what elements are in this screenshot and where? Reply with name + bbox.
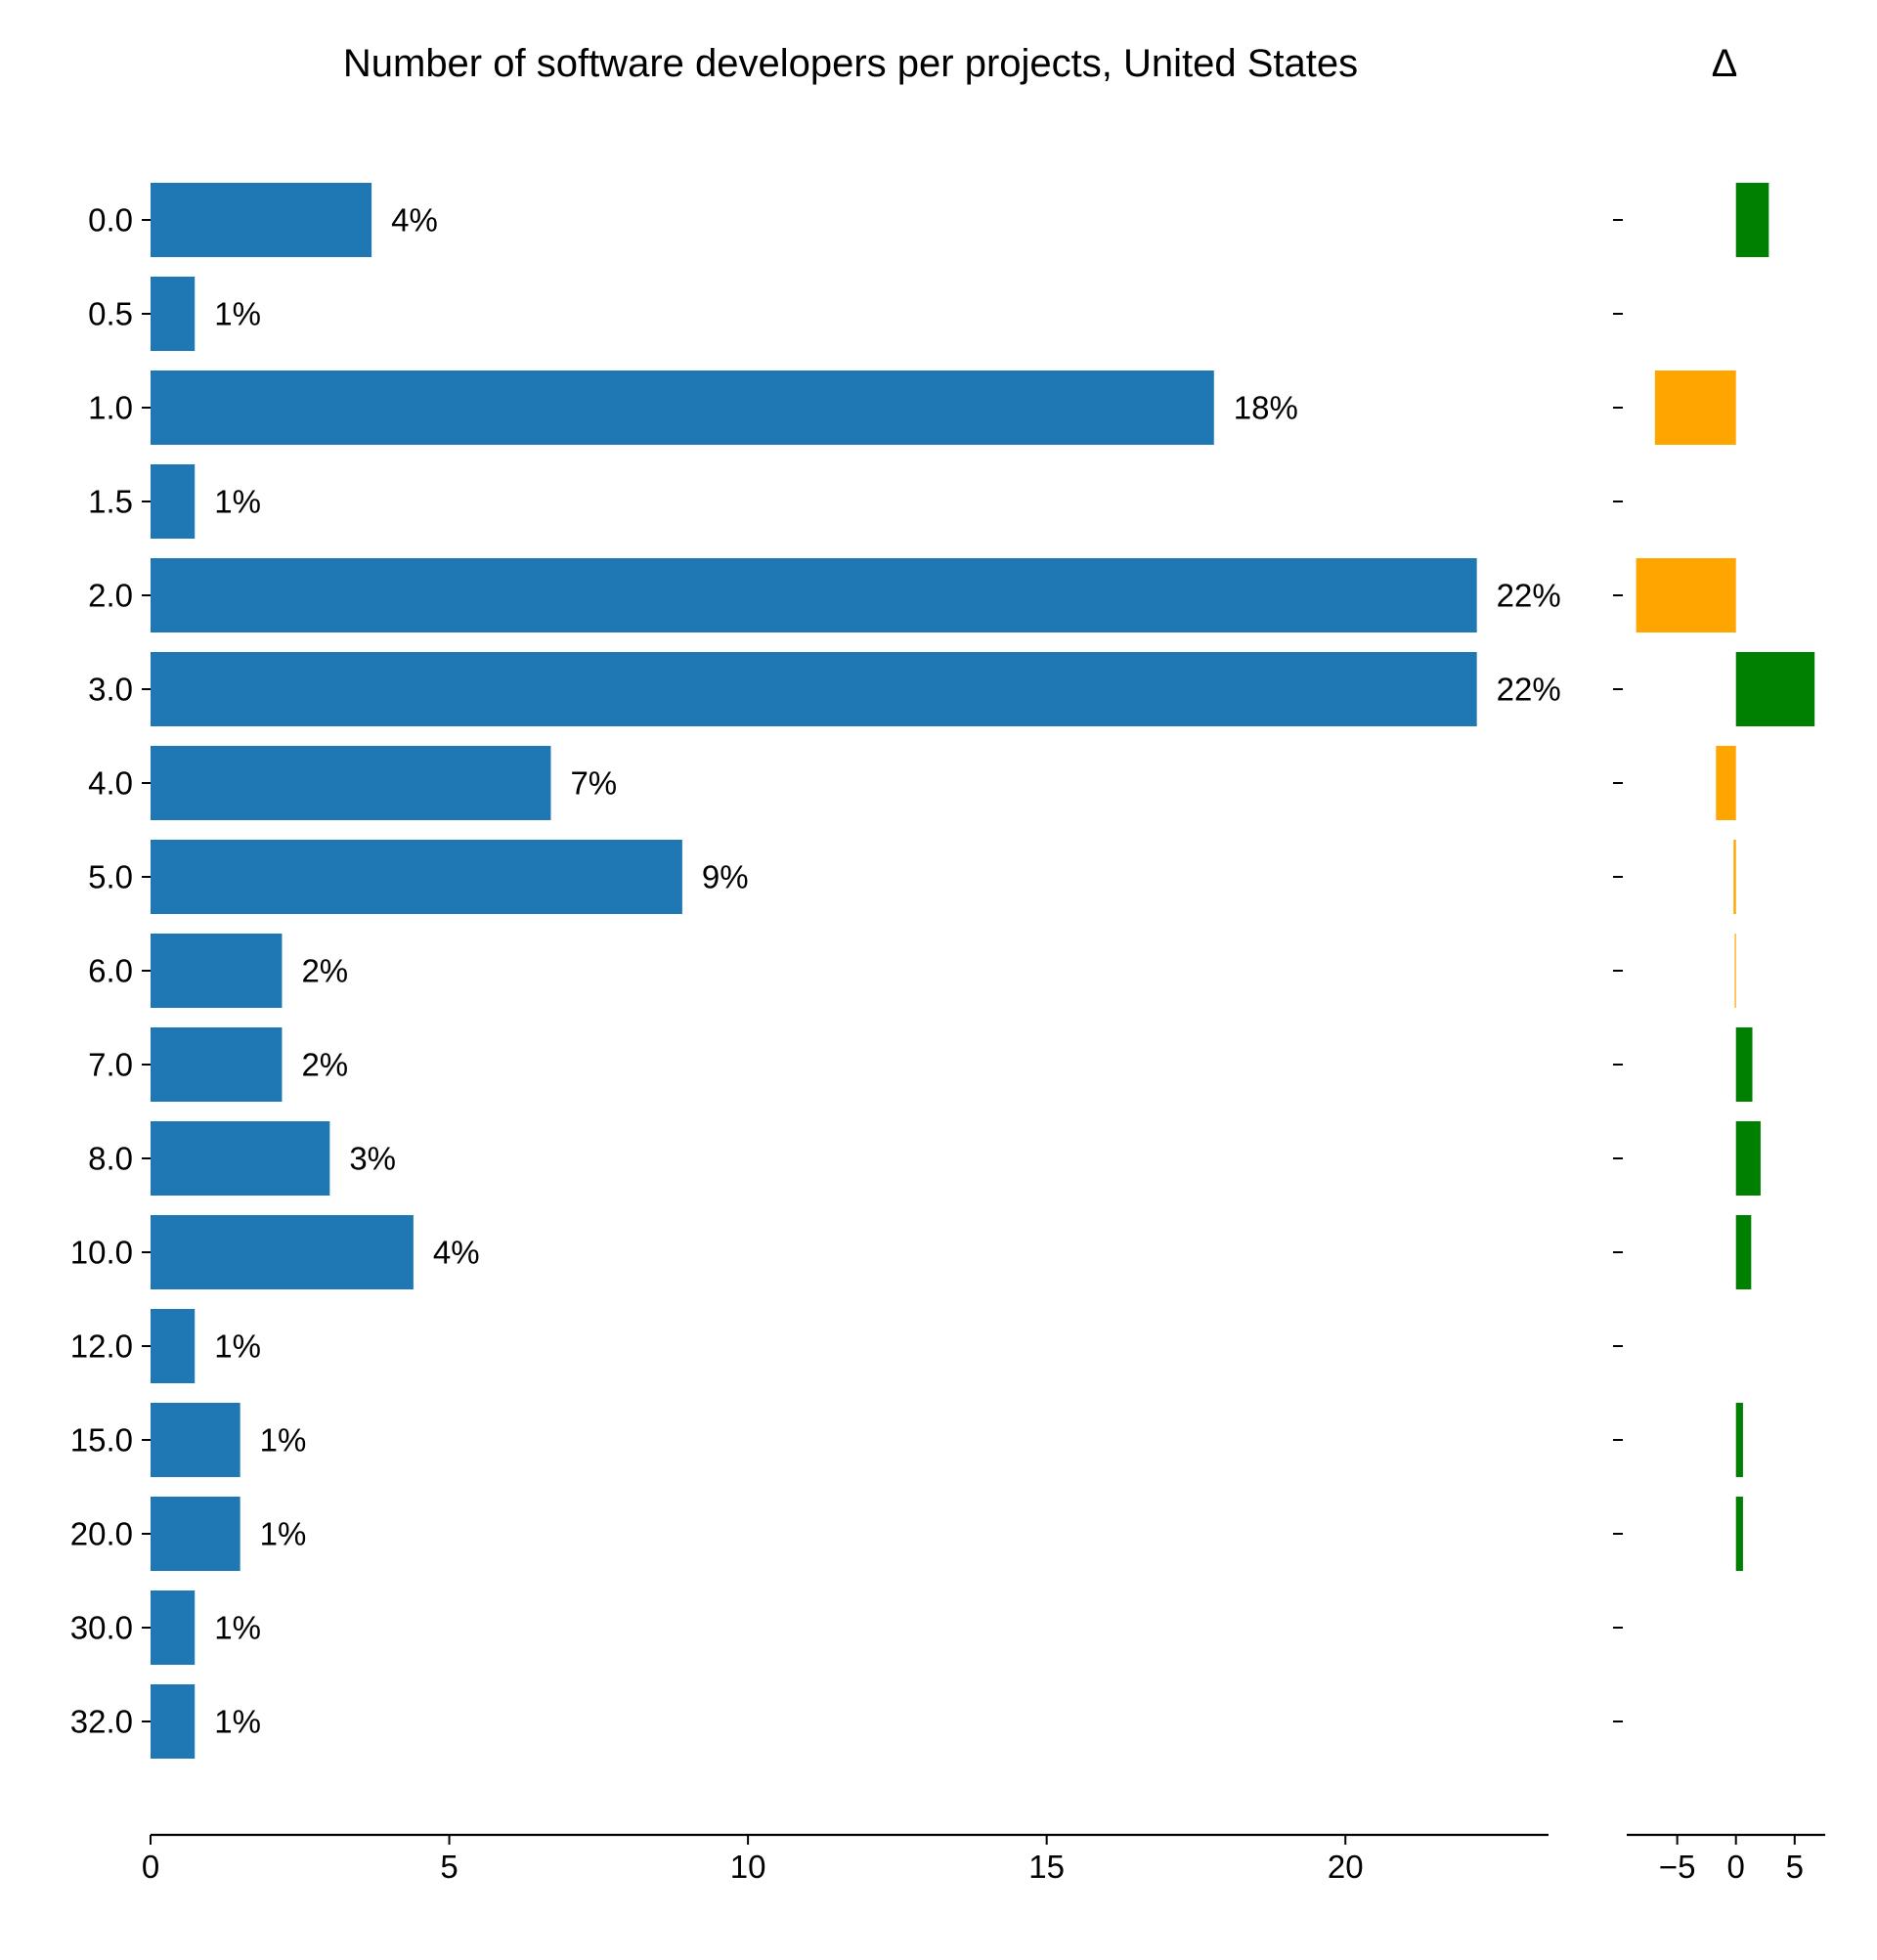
bar-8-0	[151, 1121, 330, 1196]
y-tick-label-20-0: 20.0	[70, 1516, 133, 1552]
delta-y-ticks	[1613, 219, 1623, 1722]
delta-bar-10-0	[1735, 1215, 1752, 1289]
y-tick-label-2-0: 2.0	[88, 578, 133, 614]
y-tick-label-0-5: 0.5	[88, 296, 133, 332]
bar-12-0	[151, 1309, 196, 1383]
main-x-ticks: 0 5 10 15 20	[142, 1835, 1364, 1885]
delta-bar-2-0	[1636, 558, 1736, 632]
y-tick-label-32-0: 32.0	[70, 1704, 133, 1740]
delta-bar-20-0	[1735, 1497, 1743, 1571]
data-label-6-0: 2%	[301, 953, 348, 989]
bar-3-0	[151, 652, 1477, 726]
y-tick-label-30-0: 30.0	[70, 1610, 133, 1646]
delta-bar-7-0	[1735, 1027, 1753, 1102]
y-tick-label-0-0: 0.0	[88, 202, 133, 239]
data-label-30-0: 1%	[214, 1610, 261, 1646]
delta-bar-4-0	[1716, 746, 1736, 820]
delta-bar-6-0	[1734, 934, 1736, 1008]
delta-bar-5-0	[1733, 840, 1736, 914]
delta-x-ticks: −5 0 5	[1659, 1835, 1804, 1885]
delta-x-tick-label-0: 0	[1727, 1849, 1745, 1885]
main-y-tick-labels: 0.0 0.5 1.0 1.5 2.0 3.0 4.0 5.0 6.0 7.0 8.0 10.0 12.…	[70, 202, 151, 1740]
delta-bar-0-0	[1735, 183, 1769, 257]
y-tick-label-1-5: 1.5	[88, 484, 133, 520]
bar-32-0	[151, 1684, 196, 1759]
y-tick-label-15-0: 15.0	[70, 1422, 133, 1459]
bar-1-5	[151, 464, 196, 539]
x-tick-label-15: 15	[1028, 1849, 1065, 1885]
bar-15-0	[151, 1403, 240, 1477]
bar-1-0	[151, 370, 1214, 445]
bar-7-0	[151, 1027, 283, 1102]
main-bars-group	[151, 183, 1477, 1759]
data-label-5-0: 9%	[702, 859, 749, 895]
bar-20-0	[151, 1497, 240, 1571]
data-label-4-0: 7%	[570, 765, 617, 802]
delta-bar-3-0	[1735, 652, 1815, 726]
x-tick-label-0: 0	[142, 1849, 159, 1885]
y-tick-label-10-0: 10.0	[70, 1235, 133, 1271]
x-tick-label-5: 5	[440, 1849, 458, 1885]
data-label-1-0: 18%	[1234, 390, 1298, 426]
bar-0-0	[151, 183, 372, 257]
data-label-0-0: 4%	[391, 202, 438, 239]
bar-10-0	[151, 1215, 414, 1289]
data-label-12-0: 1%	[214, 1328, 261, 1365]
delta-bars-group	[1636, 183, 1815, 1571]
bar-6-0	[151, 934, 283, 1008]
delta-bar-15-0	[1735, 1403, 1743, 1477]
x-tick-label-20: 20	[1328, 1849, 1364, 1885]
y-tick-label-3-0: 3.0	[88, 672, 133, 708]
delta-bar-1-0	[1654, 370, 1736, 445]
y-tick-label-1-0: 1.0	[88, 390, 133, 426]
data-label-8-0: 3%	[349, 1141, 396, 1177]
bar-5-0	[151, 840, 682, 914]
delta-chart-title: Δ	[1712, 42, 1738, 85]
delta-x-tick-label-5: 5	[1786, 1849, 1804, 1885]
data-label-0-5: 1%	[214, 296, 261, 332]
main-chart-title: Number of software developers per projec…	[343, 42, 1358, 85]
x-tick-label-10: 10	[730, 1849, 766, 1885]
data-label-7-0: 2%	[301, 1047, 348, 1083]
y-tick-label-6-0: 6.0	[88, 953, 133, 989]
bar-30-0	[151, 1590, 196, 1665]
data-label-2-0: 22%	[1497, 578, 1561, 614]
data-label-10-0: 4%	[433, 1235, 480, 1271]
delta-x-tick-label-minus-5: −5	[1659, 1849, 1696, 1885]
y-tick-label-4-0: 4.0	[88, 765, 133, 802]
main-data-labels: 4% 1% 18% 1% 22% 22% 7% 9% 2% 2% 3% 4% 1% 1% 1% 1% 1%	[214, 202, 1561, 1740]
y-tick-label-7-0: 7.0	[88, 1047, 133, 1083]
data-label-1-5: 1%	[214, 484, 261, 520]
data-label-20-0: 1%	[260, 1516, 307, 1552]
data-label-32-0: 1%	[214, 1704, 261, 1740]
data-label-15-0: 1%	[260, 1422, 307, 1459]
bar-4-0	[151, 746, 551, 820]
data-label-3-0: 22%	[1497, 672, 1561, 708]
delta-bar-8-0	[1735, 1121, 1761, 1196]
y-tick-label-12-0: 12.0	[70, 1328, 133, 1365]
y-tick-label-8-0: 8.0	[88, 1141, 133, 1177]
bar-2-0	[151, 558, 1477, 632]
bar-0-5	[151, 277, 196, 351]
y-tick-label-5-0: 5.0	[88, 859, 133, 895]
